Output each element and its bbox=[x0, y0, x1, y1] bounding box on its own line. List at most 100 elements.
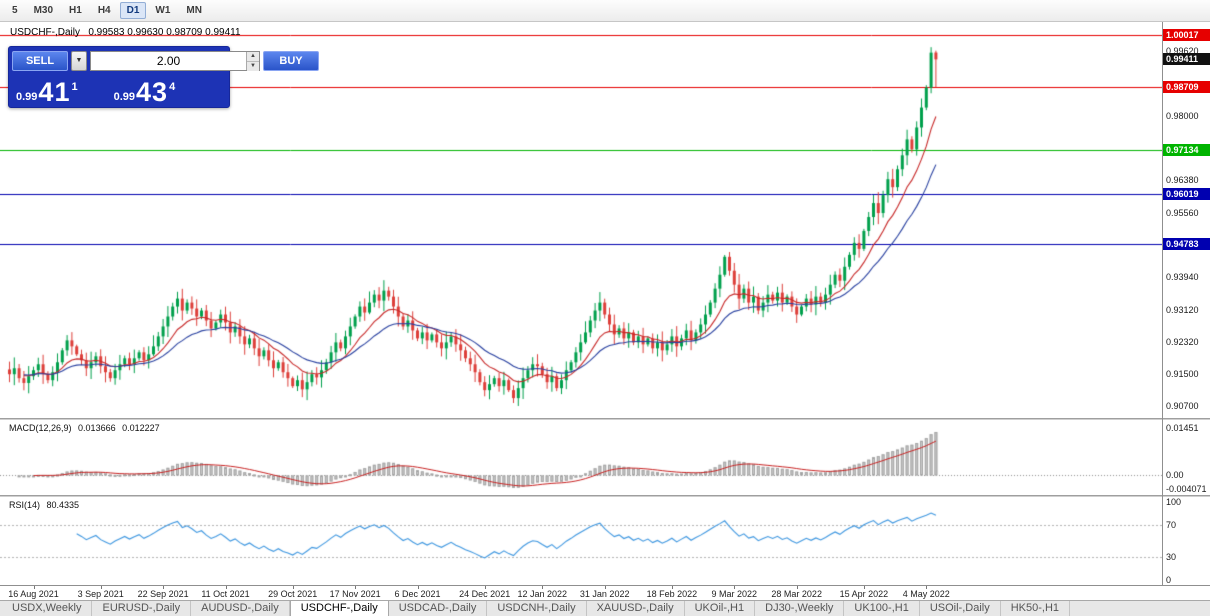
time-axis-tick bbox=[163, 586, 165, 589]
chart-tab-usdchf-daily[interactable]: USDCHF-,Daily bbox=[289, 601, 389, 616]
rsi-indicator-panel: RSI(14) 80.4335 bbox=[0, 497, 1210, 585]
time-axis-label: 11 Oct 2021 bbox=[201, 589, 250, 599]
price-level-badge: 0.98709 bbox=[1163, 81, 1210, 94]
current-price-badge: 0.99411 bbox=[1163, 53, 1210, 66]
timeframe-button-M30[interactable]: M30 bbox=[33, 5, 54, 16]
time-axis-tick bbox=[926, 586, 928, 589]
time-axis-label: 3 Sep 2021 bbox=[77, 589, 124, 599]
volume-input[interactable] bbox=[91, 51, 246, 70]
chart-tab-hk50-h1[interactable]: HK50-,H1 bbox=[1001, 601, 1071, 616]
time-axis-label: 17 Nov 2021 bbox=[329, 589, 381, 599]
time-axis-label: 15 Apr 2022 bbox=[839, 589, 889, 599]
chart-tab-eurusd-daily[interactable]: EURUSD-,Daily bbox=[92, 601, 192, 616]
time-axis-tick bbox=[796, 586, 798, 589]
chart-tab-usdcad-daily[interactable]: USDCAD-,Daily bbox=[389, 601, 488, 616]
time-axis-label: 28 Mar 2022 bbox=[771, 589, 822, 599]
main-chart-panel: USDCHF-,Daily 0.99583 0.99630 0.98709 0.… bbox=[0, 22, 1210, 418]
macd-axis-label: 0.00 bbox=[1166, 470, 1184, 481]
chart-tab-bar: USDX,Weekly EURUSD-,Daily AUDUSD-,Daily USD… bbox=[0, 600, 1210, 616]
rsi-canvas[interactable] bbox=[0, 497, 1162, 585]
price-axis-label: 0.99620 bbox=[1166, 46, 1199, 57]
chart-tab-uk100-h1[interactable]: UK100-,H1 bbox=[844, 601, 920, 616]
price-axis-label: 0.90700 bbox=[1166, 401, 1199, 412]
price-level-badge: 0.94783 bbox=[1163, 237, 1210, 250]
time-axis-tick bbox=[225, 586, 227, 589]
time-axis-tick bbox=[33, 586, 35, 589]
rsi-title: RSI(14) 80.4335 bbox=[9, 500, 80, 510]
timeframe-button-H1[interactable]: H1 bbox=[69, 5, 82, 16]
sell-button[interactable]: SELL bbox=[12, 50, 68, 71]
time-axis-tick bbox=[604, 586, 606, 589]
macd-main-value: 0.013666 bbox=[78, 423, 116, 433]
time-axis-tick bbox=[484, 586, 486, 589]
macd-title: MACD(12,26,9) 0.013666 0.012227 bbox=[9, 423, 160, 433]
price-axis-label: 0.95560 bbox=[1166, 207, 1199, 218]
time-axis-label: 29 Oct 2021 bbox=[268, 589, 318, 599]
chart-tab-usdx-weekly[interactable]: USDX,Weekly bbox=[2, 601, 93, 616]
rsi-axis-label: 30 bbox=[1166, 551, 1177, 562]
chart-ohlc-values: 0.99583 0.99630 0.98709 0.99411 bbox=[88, 27, 241, 38]
price-axis-label: 0.98000 bbox=[1166, 110, 1199, 121]
panel-splitter[interactable] bbox=[0, 495, 1210, 497]
time-axis-label: 16 Aug 2021 bbox=[8, 589, 59, 599]
chart-symbol-label: USDCHF-,Daily bbox=[10, 27, 80, 38]
quote-prices: 0.99 41 1 0.99 43 4 bbox=[12, 71, 226, 107]
chart-title: USDCHF-,Daily 0.99583 0.99630 0.98709 0.… bbox=[10, 27, 241, 38]
time-axis: 16 Aug 2021 3 Sep 2021 22 Sep 2021 11 Oct 2… bbox=[0, 585, 1210, 600]
price-axis-label: 0.93120 bbox=[1166, 304, 1199, 315]
time-axis-label: 18 Feb 2022 bbox=[646, 589, 698, 599]
timeframe-toolbar: 5 M30 H1 H4 D1 W1 MN bbox=[0, 0, 1210, 22]
chart-tab-usdcnh-daily[interactable]: USDCNH-,Daily bbox=[487, 601, 587, 616]
macd-indicator-panel: MACD(12,26,9) 0.013666 0.012227 bbox=[0, 420, 1210, 495]
chart-tab-usoil-daily[interactable]: USOil-,Daily bbox=[920, 601, 1001, 616]
buy-button[interactable]: BUY bbox=[263, 50, 319, 71]
price-axis-label: 0.92320 bbox=[1166, 336, 1199, 347]
sell-price: 0.99 41 1 bbox=[16, 77, 78, 107]
rsi-axis-label: 0 bbox=[1166, 575, 1172, 586]
one-click-trade-panel: SELL ▼ ▲ ▼ BUY 0.99 41 1 0.99 43 4 bbox=[8, 46, 319, 108]
timeframe-button-W1[interactable]: W1 bbox=[155, 5, 171, 16]
volume-decrease-icon[interactable]: ▼ bbox=[247, 61, 259, 71]
price-axis-label: 0.96380 bbox=[1166, 175, 1199, 185]
volume-field-wrap: ▲ ▼ bbox=[90, 50, 260, 71]
time-axis-tick bbox=[292, 586, 294, 589]
price-axis-label: 0.91500 bbox=[1166, 369, 1199, 380]
price-axis-label: 0.93940 bbox=[1166, 272, 1199, 283]
time-axis-tick bbox=[100, 586, 102, 589]
macd-signal-value: 0.012227 bbox=[122, 423, 160, 433]
macd-axis-label: -0.004071 bbox=[1166, 483, 1207, 494]
time-axis-label: 22 Sep 2021 bbox=[137, 589, 189, 599]
time-axis-label: 4 May 2022 bbox=[902, 589, 950, 599]
time-axis-tick bbox=[542, 586, 544, 589]
rsi-axis-label: 100 bbox=[1166, 496, 1182, 507]
volume-increase-icon[interactable]: ▲ bbox=[247, 51, 259, 62]
timeframe-button-MN[interactable]: MN bbox=[186, 5, 202, 16]
volume-spinner: ▲ ▼ bbox=[246, 51, 259, 71]
chart-tab-ukoil-h1[interactable]: UKOil-,H1 bbox=[685, 601, 756, 616]
time-axis-label: 6 Dec 2021 bbox=[394, 589, 441, 599]
time-axis-tick bbox=[863, 586, 865, 589]
time-axis-label: 9 Mar 2022 bbox=[711, 589, 758, 599]
volume-dropdown-icon[interactable]: ▼ bbox=[71, 50, 87, 71]
buy-price: 0.99 43 4 bbox=[113, 77, 176, 107]
price-level-badge: 0.97134 bbox=[1163, 143, 1210, 156]
timeframe-button-H4[interactable]: H4 bbox=[97, 5, 111, 16]
rsi-axis-label: 70 bbox=[1166, 520, 1177, 531]
price-level-badge: 0.96019 bbox=[1163, 188, 1210, 201]
chart-tab-audusd-daily[interactable]: AUDUSD-,Daily bbox=[191, 601, 290, 616]
chart-tab-xauusd-daily[interactable]: XAUUSD-,Daily bbox=[587, 601, 685, 616]
timeframe-button-D1[interactable]: D1 bbox=[119, 2, 147, 19]
macd-canvas[interactable] bbox=[0, 420, 1162, 495]
macd-axis-label: 0.01451 bbox=[1166, 423, 1199, 434]
time-axis-label: 31 Jan 2022 bbox=[579, 589, 630, 599]
price-axis-separator bbox=[1162, 22, 1163, 600]
price-level-badge: 1.00017 bbox=[1163, 29, 1210, 42]
timeframe-button-5[interactable]: 5 bbox=[12, 5, 18, 16]
time-axis-label: 24 Dec 2021 bbox=[459, 589, 511, 599]
time-axis-tick bbox=[734, 586, 736, 589]
time-axis-tick bbox=[355, 586, 357, 589]
chart-tab-dj30-weekly[interactable]: DJ30-,Weekly bbox=[755, 601, 845, 616]
time-axis-label: 12 Jan 2022 bbox=[517, 589, 568, 599]
time-axis-tick bbox=[671, 586, 673, 589]
panel-splitter[interactable] bbox=[0, 418, 1210, 420]
